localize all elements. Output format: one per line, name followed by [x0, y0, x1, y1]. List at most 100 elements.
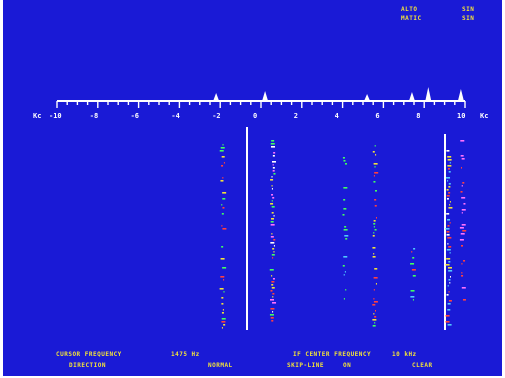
waterfall-trace: [375, 154, 377, 156]
frequency-scale: [56, 87, 466, 108]
skip-line-value: ON: [343, 362, 352, 369]
waterfall-trace: [270, 299, 275, 301]
waterfall-trace: [461, 245, 464, 247]
waterfall-trace: [412, 275, 416, 277]
waterfall-trace: [270, 179, 274, 181]
waterfall-trace: [460, 191, 463, 193]
waterfall-trace: [449, 252, 451, 254]
waterfall-trace: [272, 155, 275, 157]
waterfall-trace: [461, 185, 463, 187]
waterfall-trace: [373, 253, 375, 255]
status-value-1: SIN: [462, 6, 475, 13]
scale-tick-label: -2: [212, 112, 221, 120]
waterfall-trace: [223, 279, 225, 281]
waterfall-trace: [447, 324, 452, 326]
waterfall-trace: [271, 218, 275, 220]
waterfall-trace: [373, 226, 375, 228]
waterfall-trace: [372, 304, 376, 306]
waterfall-trace: [447, 219, 451, 221]
waterfall-trace: [374, 145, 376, 147]
waterfall-trace: [221, 204, 223, 206]
waterfall-trace: [271, 320, 274, 322]
waterfall-trace: [372, 319, 377, 321]
waterfall-trace: [222, 192, 227, 194]
waterfall-trace: [460, 233, 465, 235]
waterfall-trace: [221, 213, 224, 215]
waterfall-trace: [448, 300, 452, 302]
waterfall-trace: [272, 248, 275, 250]
waterfall-trace: [222, 177, 224, 179]
waterfall-trace: [374, 199, 377, 201]
waterfall-trace: [273, 173, 276, 175]
waterfall-trace: [448, 171, 451, 173]
waterfall-trace: [270, 143, 275, 145]
skip-line-label: SKIP-LINE: [287, 362, 325, 369]
waterfall-trace: [220, 180, 224, 182]
waterfall-trace: [446, 177, 451, 179]
scale-tick-label: 10: [457, 112, 466, 120]
signal-peak: [457, 89, 464, 101]
waterfall-trace: [219, 150, 224, 152]
waterfall-trace: [448, 207, 453, 209]
waterfall-trace: [449, 204, 451, 206]
waterfall-trace: [375, 310, 377, 312]
waterfall-trace: [271, 287, 275, 289]
waterfall-trace: [449, 201, 451, 203]
waterfall-trace: [343, 256, 348, 258]
signal-peak: [213, 93, 220, 101]
waterfall-trace: [461, 212, 463, 214]
waterfall-trace: [448, 270, 453, 272]
waterfall-trace: [223, 324, 226, 326]
waterfall-trace: [445, 321, 450, 323]
waterfall-trace: [410, 296, 415, 298]
waterfall-trace: [373, 313, 375, 315]
waterfall-trace: [271, 281, 275, 283]
waterfall-trace: [446, 150, 450, 152]
status-value-2: SIN: [462, 15, 475, 22]
waterfall-trace: [411, 251, 413, 253]
waterfall-trace: [220, 276, 225, 278]
waterfall-trace: [461, 272, 463, 274]
waterfall-trace: [447, 237, 452, 239]
spectrum-display: ALTO SIN MATIC SIN Kc Kc -10 -8 -6 -4 -2 0 2 4 6…: [3, 0, 502, 376]
waterfall-trace: [459, 227, 464, 229]
waterfall-trace: [448, 261, 451, 263]
waterfall-trace: [269, 314, 274, 316]
waterfall-trace: [448, 192, 451, 194]
waterfall-trace: [221, 165, 224, 167]
waterfall-trace: [411, 269, 416, 271]
waterfall-trace: [372, 256, 376, 258]
waterfall-trace: [374, 166, 376, 168]
waterfall-trace: [446, 213, 450, 215]
waterfall-trace: [447, 225, 450, 227]
waterfall-trace: [374, 322, 376, 324]
waterfall-trace: [462, 299, 466, 301]
waterfall-trace: [413, 248, 416, 250]
waterfall-trace: [271, 194, 274, 196]
waterfall-trace: [221, 327, 223, 329]
waterfall-trace: [271, 185, 273, 187]
waterfall-trace: [373, 220, 376, 222]
waterfall-trace: [272, 164, 274, 166]
waterfall-trace: [372, 247, 376, 249]
cursor-frequency-value: 1475 Hz: [171, 351, 200, 358]
scale-unit-right: Kc: [480, 112, 489, 120]
waterfall-trace: [343, 274, 345, 276]
waterfall-trace: [462, 182, 465, 184]
waterfall-trace: [446, 189, 449, 191]
waterfall-trace: [461, 197, 466, 199]
waterfall-trace: [271, 284, 274, 286]
waterfall-trace: [221, 225, 223, 227]
waterfall-trace: [410, 290, 415, 292]
waterfall-trace: [222, 309, 224, 311]
signal-peak: [408, 92, 415, 101]
waterfall-trace: [374, 205, 377, 207]
waterfall-trace: [343, 229, 348, 231]
waterfall-trace: [271, 200, 273, 202]
waterfall-trace: [373, 277, 378, 279]
waterfall-trace: [374, 268, 378, 270]
waterfall-trace: [461, 287, 466, 289]
waterfall-trace: [447, 243, 449, 245]
waterfall-trace: [272, 311, 274, 313]
waterfall-trace: [412, 257, 415, 259]
